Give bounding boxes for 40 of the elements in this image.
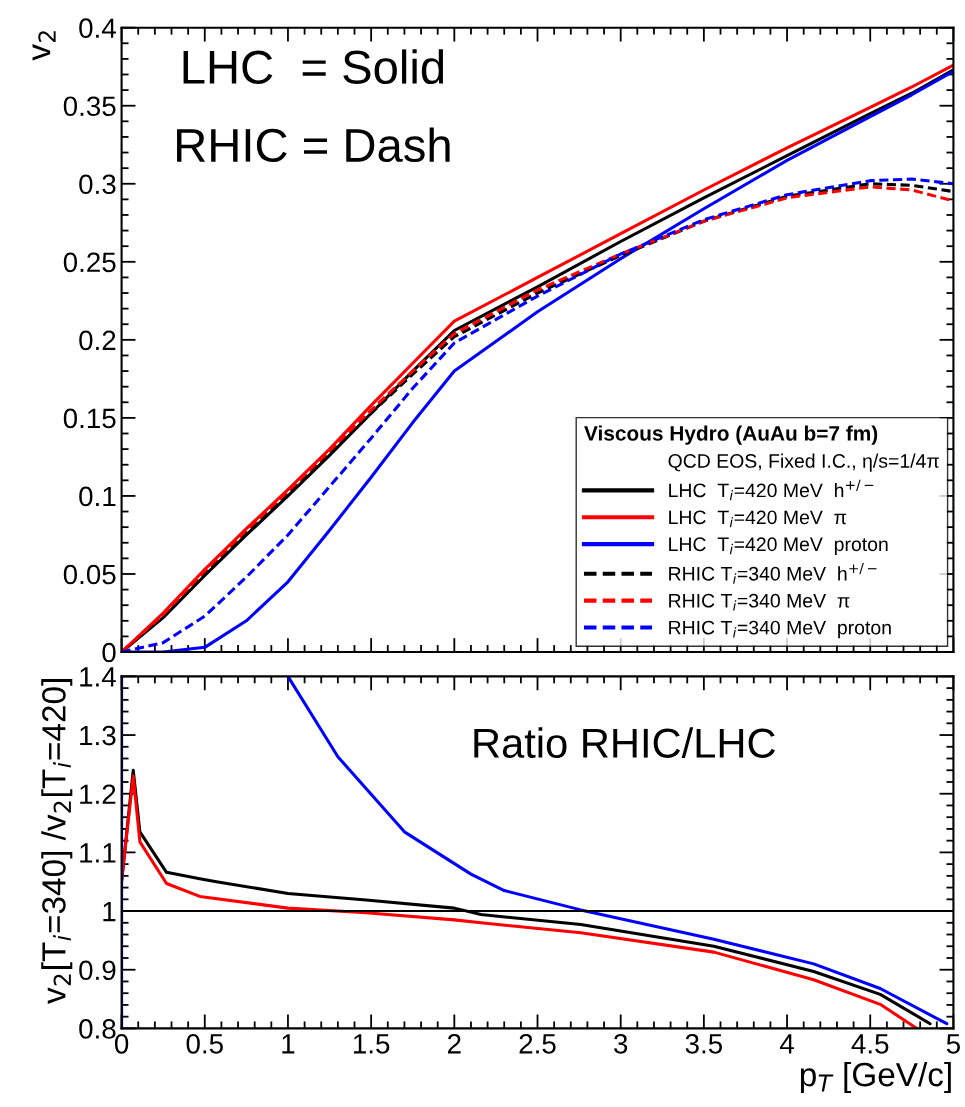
x-tick-label: 4 — [779, 1034, 794, 1054]
legend-label: LHC T$_{i}$=420 MeV π — [669, 510, 847, 528]
legend-label: RHIC T$_{i}$=340 MeV π — [669, 593, 850, 611]
y-tick-label: 0.2 — [79, 330, 116, 351]
annotation: LHC = Solid — [183, 49, 444, 85]
y-tick-label: 0.15 — [63, 408, 116, 429]
x-tick-label: 4.5 — [851, 1034, 889, 1054]
y-tick-label: 1.3 — [80, 725, 116, 746]
x-tick-label: 1 — [282, 1034, 295, 1054]
x-tick-label: 0.5 — [186, 1034, 223, 1054]
annotation: QCD EOS, Fixed I.C., η/s=1/4π — [668, 453, 939, 472]
x-tick-label: 3.5 — [685, 1034, 723, 1054]
legend-label: RHIC T$_{i}$=340 MeV h$^{+/−}$ — [669, 563, 877, 584]
y-tick-label: 0.1 — [79, 486, 116, 507]
y-tick-label: 0 — [102, 642, 116, 663]
legend-title: Viscous Hydro (AuAu b=7 fm) — [584, 425, 878, 445]
y-tick-label: 0.3 — [79, 174, 116, 195]
annotation: RHIC = Dash — [177, 127, 450, 163]
y-tick-label: 0.25 — [63, 252, 116, 273]
y-axis-title: v$_{2}$ — [32, 31, 56, 61]
x-axis-title: p$_{T}$ [GeV/c] — [800, 1061, 951, 1094]
y-tick-label: 0.8 — [79, 1019, 116, 1039]
legend-label: LHC T$_{i}$=420 MeV proton — [669, 537, 888, 555]
x-tick-label: 5 — [946, 1034, 960, 1054]
y-tick-label: 1.1 — [80, 843, 116, 863]
y-tick-label: 1.4 — [80, 667, 116, 687]
legend-label: LHC T$_{i}$=420 MeV h$^{+/−}$ — [669, 479, 874, 501]
x-tick-label: 2.5 — [519, 1034, 556, 1054]
y-tick-label: 0.4 — [79, 18, 116, 39]
legend-label: RHIC T$_{i}$=340 MeV proton — [669, 620, 891, 639]
annotation: Ratio RHIC/LHC — [474, 727, 775, 758]
x-tick-label: 1.5 — [353, 1034, 390, 1054]
text: v$_{2}$[T$_{i}$=340] /v$_{2}$[T$_{i}$=420] — [41, 679, 73, 1004]
x-tick-label: 3 — [614, 1034, 628, 1054]
x-tick-label: 2 — [448, 1034, 461, 1054]
y-tick-label: 1 — [103, 902, 116, 922]
y-tick-label: 0.35 — [63, 96, 116, 117]
y-tick-label: 1.2 — [80, 784, 116, 804]
y-tick-label: 0.05 — [63, 564, 116, 585]
y-tick-label: 0.9 — [79, 960, 116, 981]
